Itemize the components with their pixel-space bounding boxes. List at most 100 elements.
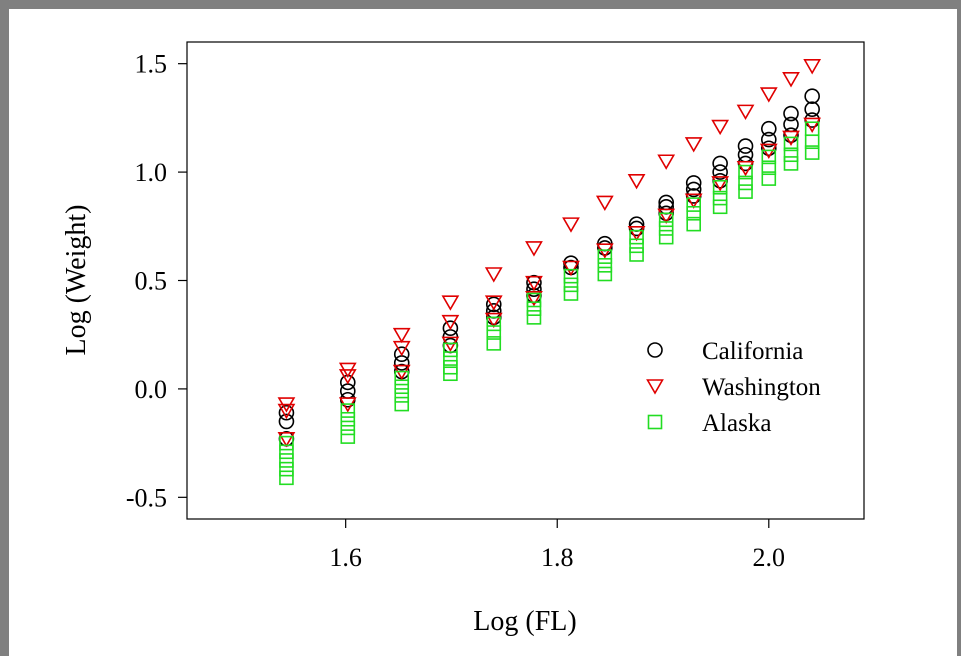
- alaska-point: [340, 429, 356, 444]
- points-layer: [277, 59, 822, 486]
- washington-point: [277, 403, 296, 420]
- x-tick-label: 1.6: [329, 543, 362, 572]
- california-point: [783, 127, 799, 144]
- washington-point: [803, 117, 822, 133]
- washington-point: [684, 193, 703, 209]
- alaska-point: [443, 342, 458, 358]
- alaska-point: [804, 145, 820, 160]
- washington-point: [711, 119, 730, 136]
- washington-point: [657, 208, 676, 225]
- alaska-point: [443, 351, 458, 366]
- alaska-point: [738, 184, 753, 199]
- alaska-point: [712, 190, 728, 206]
- california-point: [804, 88, 820, 105]
- washington-point: [782, 72, 800, 88]
- california-point: [685, 175, 702, 191]
- alaska-point: [279, 435, 294, 451]
- alaska-point: [658, 212, 674, 228]
- alaska-point: [563, 268, 579, 284]
- california-point: [760, 120, 777, 137]
- alaska-point: [279, 461, 294, 477]
- washington-point: [525, 241, 543, 257]
- legend-label-alaska: Alaska: [702, 410, 771, 437]
- washington-point: [562, 217, 580, 233]
- california-point: [393, 346, 410, 363]
- washington-point: [525, 291, 543, 307]
- alaska-point: [712, 199, 728, 215]
- california-point: [783, 105, 799, 122]
- washington-point: [684, 137, 703, 153]
- alaska-point: [738, 175, 753, 191]
- alaska-point: [486, 316, 502, 332]
- california-point: [737, 155, 754, 172]
- alaska-point: [629, 247, 644, 262]
- california-point: [526, 281, 542, 297]
- washington-point: [525, 275, 543, 292]
- alaska-point: [394, 370, 410, 386]
- alaska-point: [526, 310, 542, 325]
- washington-point: [277, 431, 296, 448]
- washington-point: [736, 160, 755, 177]
- california-point: [804, 112, 820, 128]
- california-point: [760, 131, 777, 148]
- alaska-point: [443, 366, 458, 382]
- legend-label-california: California: [702, 338, 803, 365]
- alaska-point: [658, 221, 674, 236]
- alaska-point: [279, 470, 294, 486]
- plot-frame: [186, 41, 865, 520]
- washington-point: [711, 176, 730, 192]
- washington-point: [759, 87, 778, 103]
- y-tick-label: 0.5: [135, 267, 168, 296]
- alaska-point: [804, 134, 820, 150]
- california-point: [442, 320, 459, 337]
- california-point: [339, 383, 356, 399]
- alaska-point: [629, 238, 644, 254]
- washington-point: [562, 260, 580, 277]
- legend-marker-alaska: [647, 414, 663, 430]
- alaska-point: [340, 403, 356, 418]
- washington-point: [657, 154, 676, 170]
- california-point: [712, 155, 728, 172]
- alaska-point: [686, 205, 701, 221]
- alaska-point: [658, 229, 674, 245]
- california-point: [485, 296, 502, 313]
- alaska-point: [279, 444, 294, 460]
- washington-point: [595, 195, 614, 212]
- alaska-point: [340, 411, 356, 427]
- alaska-point: [761, 160, 777, 176]
- alaska-point: [597, 258, 613, 273]
- series-alaska: [279, 121, 820, 486]
- alaska-point: [394, 379, 410, 395]
- legend-marker-washington: [646, 379, 664, 395]
- california-point: [393, 355, 410, 371]
- y-tick-label: 1.5: [135, 50, 168, 79]
- alaska-point: [340, 420, 356, 436]
- california-point: [804, 101, 820, 118]
- washington-point: [338, 369, 357, 385]
- alaska-point: [394, 388, 410, 403]
- x-axis-title: Log (FL): [473, 606, 576, 637]
- washington-point: [627, 173, 646, 190]
- legend-marker-california: [647, 342, 663, 358]
- alaska-point: [526, 292, 542, 308]
- alaska-point: [712, 179, 728, 195]
- y-tick-label: 0.0: [135, 375, 168, 404]
- washington-point: [484, 312, 503, 329]
- x-tick-label: 1.8: [541, 543, 574, 572]
- legend-label-washington: Washington: [702, 374, 821, 401]
- california-point: [737, 146, 754, 163]
- washington-point: [484, 295, 503, 311]
- alaska-point: [629, 229, 644, 245]
- y-tick-label: 1.0: [135, 158, 168, 187]
- alaska-point: [394, 396, 410, 412]
- washington-point: [441, 314, 460, 331]
- washington-point: [803, 59, 822, 75]
- california-point: [760, 140, 777, 157]
- california-point: [737, 138, 754, 154]
- california-point: [685, 181, 702, 198]
- alaska-point: [686, 216, 701, 232]
- alaska-point: [783, 156, 799, 171]
- alaska-point: [563, 286, 579, 301]
